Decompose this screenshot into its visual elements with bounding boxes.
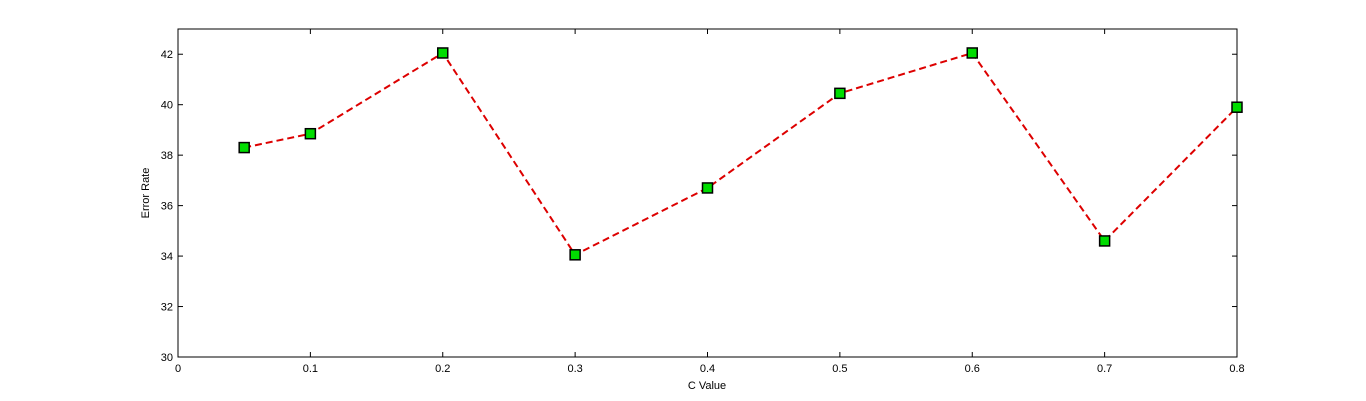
x-axis-ticks: 0 0.1 0.2 0.3 0.4 0.5 0.6 0.7 0.8: [175, 29, 1245, 375]
data-point-marker: [569, 249, 581, 261]
y-tick-label: 38: [161, 150, 173, 162]
x-axis-label: C Value: [688, 380, 726, 392]
data-point-marker: [834, 87, 846, 100]
y-tick-label: 30: [161, 352, 173, 364]
y-tick-label: 36: [161, 201, 173, 213]
series-layer: [238, 47, 1243, 261]
y-tick-label: 32: [161, 302, 173, 314]
y-tick-label: 40: [161, 100, 173, 112]
data-point-marker: [1098, 235, 1111, 247]
x-tick-label: 0.3: [567, 363, 582, 375]
data-point-marker: [1231, 101, 1243, 113]
x-tick-label: 0.8: [1229, 363, 1244, 375]
y-tick-label: 42: [161, 49, 173, 61]
data-point-marker: [304, 127, 317, 140]
x-tick-label: 0.2: [435, 363, 450, 375]
x-tick-label: 0.6: [965, 363, 980, 375]
data-point-marker: [238, 141, 250, 154]
x-tick-label: 0.5: [832, 363, 847, 375]
x-tick-label: 0.1: [303, 363, 318, 375]
x-tick-label: 0: [175, 363, 181, 375]
data-point-marker: [966, 47, 978, 59]
x-tick-label: 0.4: [700, 363, 715, 375]
data-point-marker: [437, 47, 449, 59]
data-point-marker: [701, 182, 714, 194]
y-axis-ticks: 30 32 34 36 38 40 42: [161, 49, 1237, 364]
y-axis-label: Error Rate: [140, 168, 152, 219]
x-tick-label: 0.7: [1097, 363, 1112, 375]
y-tick-label: 34: [161, 251, 173, 263]
